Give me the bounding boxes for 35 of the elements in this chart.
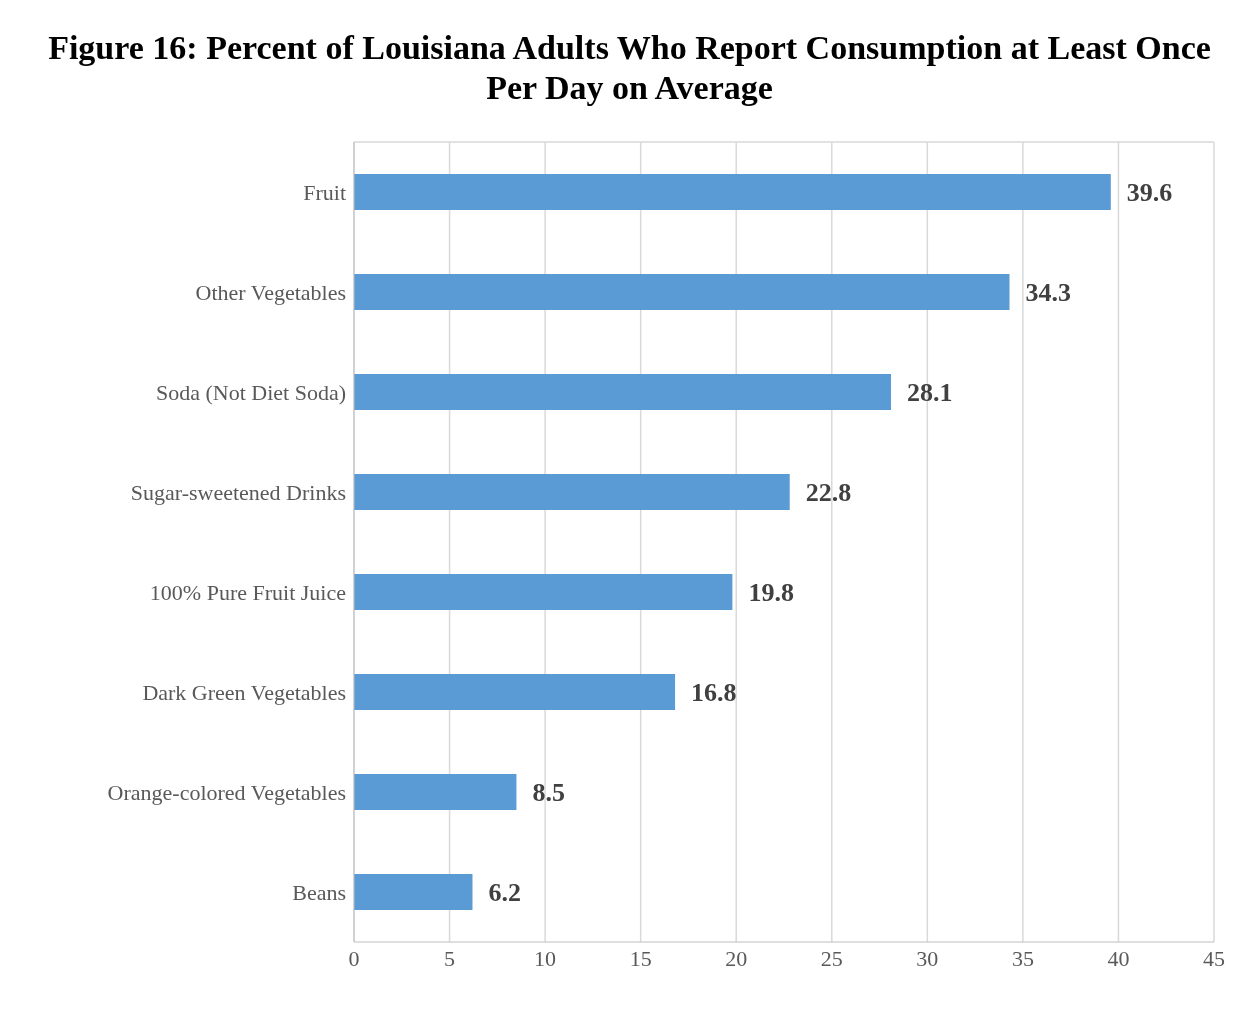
data-label: 8.5 [532,778,565,808]
data-label: 19.8 [748,578,794,608]
y-tick-label: Soda (Not Diet Soda) [155,379,346,405]
bar [354,474,790,510]
y-tick-label: 100% Pure Fruit Juice [149,579,346,605]
x-tick-label: 15 [629,945,652,971]
x-tick-label: 5 [444,945,456,971]
bar [354,274,1010,310]
bar [354,874,473,910]
bar [354,774,517,810]
bar [354,674,676,710]
x-tick-label: 0 [348,945,360,971]
data-label: 34.3 [1025,278,1072,308]
bar [354,574,733,610]
x-tick-label: 35 [1011,945,1034,971]
y-tick-label: Fruit [303,179,346,205]
y-tick-label: Other Vegetables [195,279,346,305]
bar [354,374,892,410]
y-tick-label: Dark Green Vegetables [142,679,346,705]
data-label: 39.6 [1126,178,1173,208]
data-label: 22.8 [805,478,852,508]
data-label: 6.2 [488,878,521,908]
data-label: 16.8 [691,678,737,708]
y-tick-label: Sugar-sweetened Drinks [130,479,346,505]
chart-title: Figure 16: Percent of Louisiana Adults Who Report Consumption at Least Once Per Day on Average [47,28,1212,108]
x-tick-label: 45 [1203,945,1225,971]
x-tick-label: 30 [916,945,939,971]
x-tick-label: 20 [725,945,748,971]
y-tick-label: Orange-colored Vegetables [107,779,346,805]
data-label: 28.1 [907,378,953,408]
x-tick-label: 25 [820,945,843,971]
x-tick-label: 10 [534,945,557,971]
y-tick-label: Beans [292,879,346,905]
x-tick-label: 40 [1107,945,1130,971]
bar [354,174,1111,210]
